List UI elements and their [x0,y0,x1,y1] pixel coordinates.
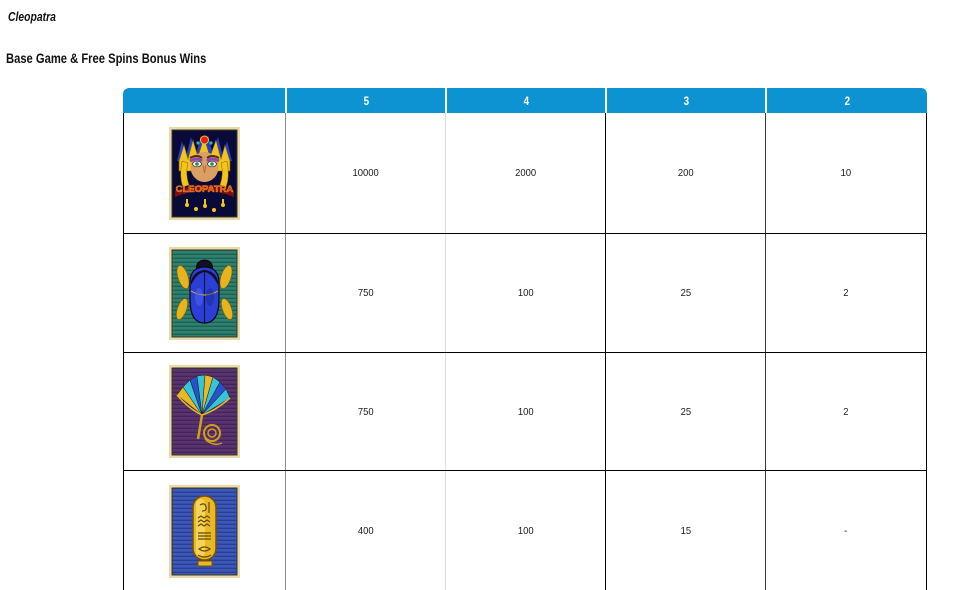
table-body: CLEOPATRA 10000 2000 200 10 [123,113,927,590]
page-title: Cleopatra [8,9,56,24]
symbol-cell: CLEOPATRA [124,113,285,233]
svg-text:CLEOPATRA: CLEOPATRA [176,184,234,195]
cleopatra-logo-symbol: CLEOPATRA [169,126,240,220]
symbol-cell [124,353,285,470]
header-cell-2: 2 [765,88,927,113]
table-row: 750 100 25 2 [124,353,926,471]
table-row: 400 100 15 - [124,471,926,590]
section-heading: Base Game & Free Spins Bonus Wins [6,50,207,66]
payout-cell: 25 [605,234,765,352]
payout-cell: 2 [765,234,926,352]
payout-cell: 750 [285,234,445,352]
paytable: 5 4 3 2 [123,88,927,590]
payout-cell: - [765,471,926,590]
payout-cell: 2 [765,353,926,470]
symbol-cell [124,234,285,352]
payout-cell: 400 [285,471,445,590]
scarab-symbol [169,246,240,340]
payout-cell: 100 [445,234,605,352]
payout-cell: 15 [605,471,765,590]
table-row: 750 100 25 2 [124,234,926,353]
payout-cell: 2000 [445,113,605,233]
header-cell-4: 4 [445,88,605,113]
header-cell-symbol [123,88,285,113]
table-row: CLEOPATRA 10000 2000 200 10 [124,113,926,234]
payout-cell: 10 [765,113,926,233]
payout-cell: 750 [285,353,445,470]
payout-cell: 100 [445,353,605,470]
payout-cell: 10000 [285,113,445,233]
symbol-cell [124,471,285,590]
header-cell-5: 5 [285,88,445,113]
fan-symbol [169,365,240,458]
payout-cell: 100 [445,471,605,590]
table-header-row: 5 4 3 2 [123,88,927,113]
payout-cell: 200 [605,113,765,233]
payout-cell: 25 [605,353,765,470]
header-cell-3: 3 [605,88,765,113]
cartouche-symbol [169,484,240,578]
